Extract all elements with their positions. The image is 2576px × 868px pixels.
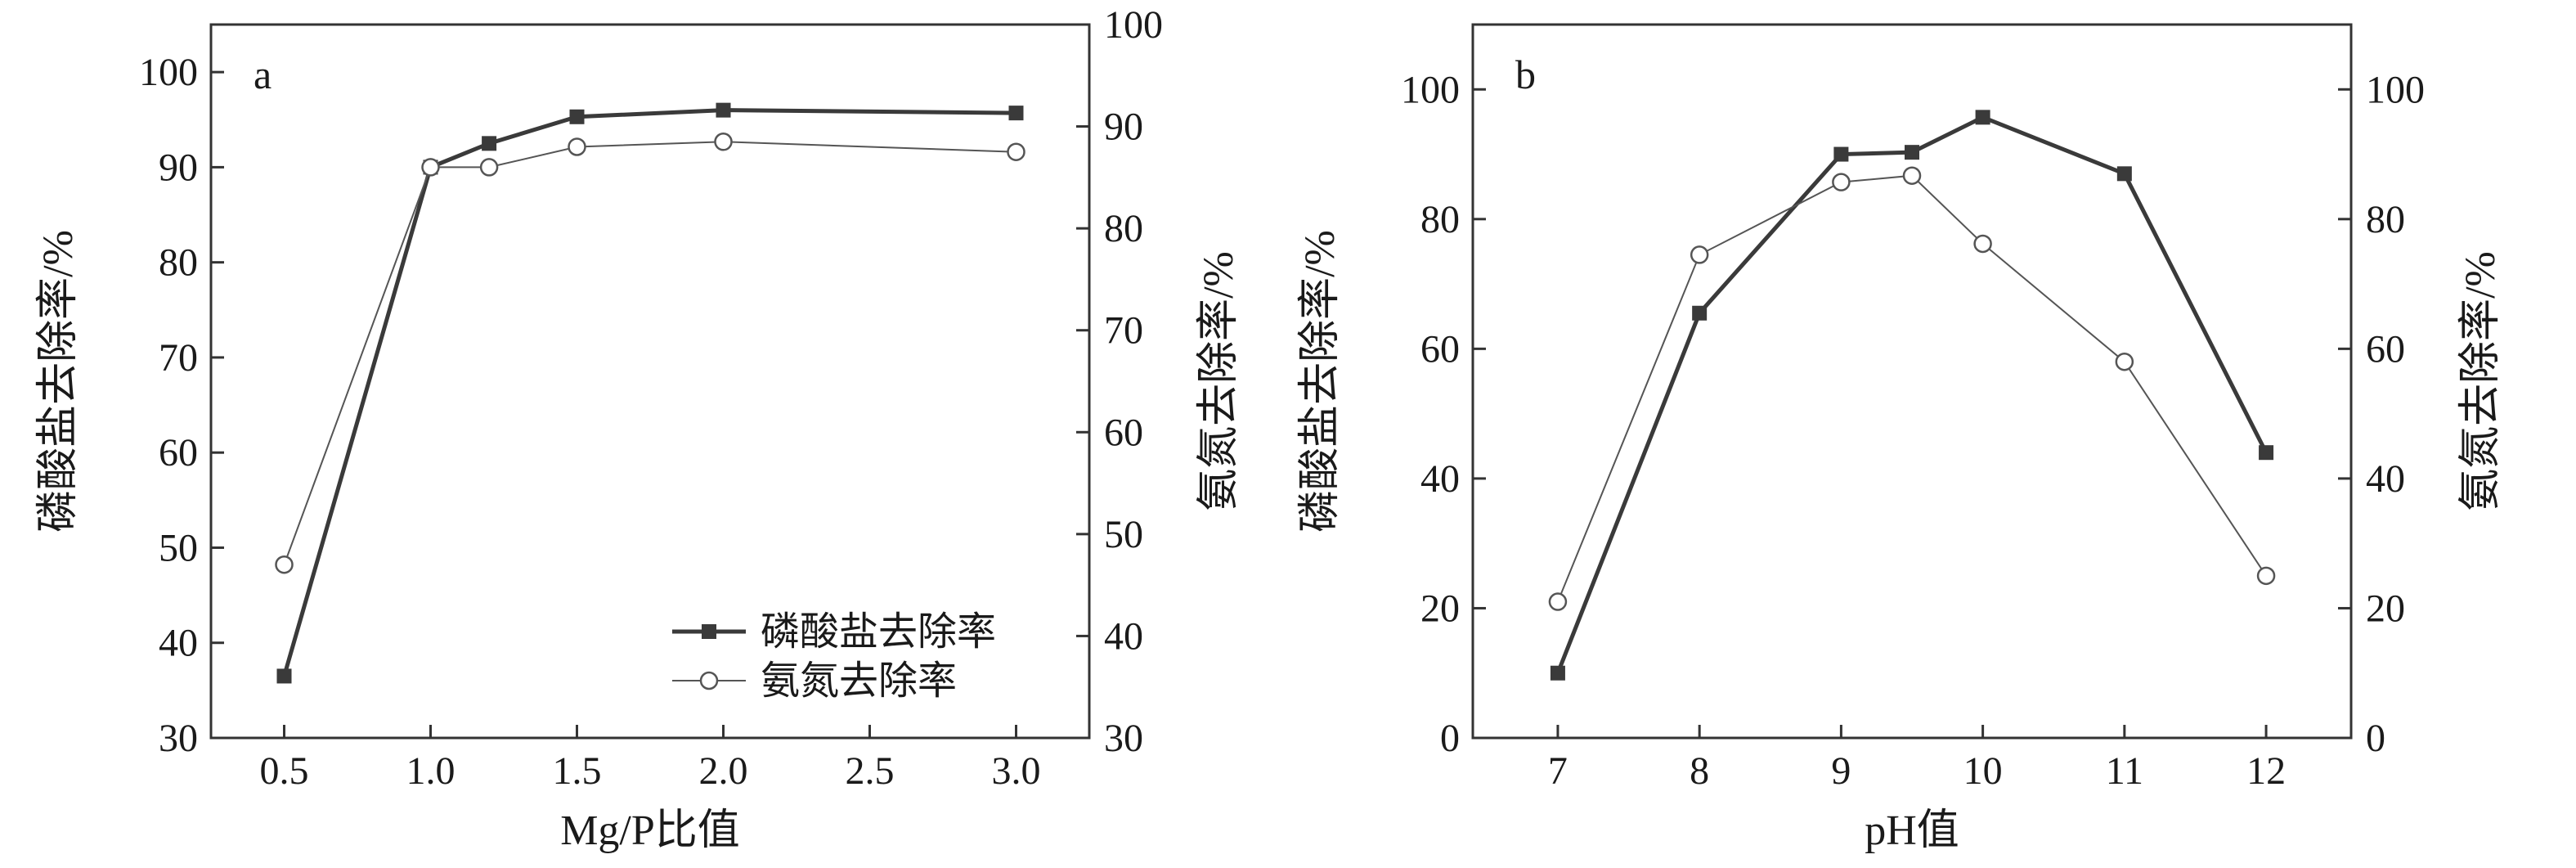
panel-a-x-tick-label: 2.0 (699, 749, 748, 793)
panel-a-y2-tick-label: 40 (1104, 614, 1143, 658)
panel-b-series-0-point (1833, 146, 1849, 162)
panel-b-y2-tick-label: 40 (2366, 457, 2405, 501)
panel-b-y2-tick-label: 20 (2366, 587, 2405, 630)
panel-a-y-tick-label: 30 (159, 717, 198, 760)
panel-b-series-1-point (2256, 566, 2276, 586)
panel-a-x-tick-label: 0.5 (260, 749, 309, 793)
panel-b-y2-tick-label: 0 (2366, 717, 2385, 760)
panel-a-y-tick-label: 50 (159, 526, 198, 569)
panel-b-y2-tick-label: 100 (2366, 68, 2425, 111)
panel-a-series-1-point (714, 133, 733, 151)
panel-b-series-1-point (1548, 592, 1568, 611)
panel-a-y2-tick-label: 90 (1104, 106, 1143, 149)
panel-a-series-0-point (716, 102, 731, 118)
panel-a-legend-label-1: 氨氮去除率 (761, 659, 957, 703)
panel-b-series-0-line (1555, 115, 2269, 674)
panel-b-x-tick-label: 12 (2246, 749, 2286, 793)
panel-a-x-tick-label: 2.5 (846, 749, 895, 793)
panel-a-series-1-point (1007, 142, 1025, 161)
panel-b-series-1-point (1902, 166, 1922, 185)
panel-b-y-tick-label: 0 (1440, 717, 1460, 760)
panel-b-series-0-point (1905, 145, 1919, 160)
panel-b-y2-tick-label: 60 (2366, 327, 2405, 371)
panel-b-series-1-point (2115, 352, 2134, 371)
panel-a-y-tick-label: 40 (159, 622, 198, 665)
panel-b-y2-axis-title: 氨氮去除率/% (2457, 251, 2504, 511)
panel-a-plot-frame (209, 23, 1091, 740)
panel-b-x-tick-label: 9 (1831, 749, 1851, 793)
panel-a-y2-tick-label: 80 (1104, 207, 1143, 250)
panel-a-y2-tick-label: 60 (1104, 411, 1143, 454)
panel-a-series-1-point (275, 555, 294, 574)
panel-b-series-0-point (2259, 445, 2274, 461)
panel-a-x-tick-label: 1.0 (406, 749, 456, 793)
panel-b-panel-letter: b (1515, 52, 1536, 97)
panel-a-y2-tick-label: 30 (1104, 717, 1143, 760)
panel-b-series-0-point (1550, 665, 1565, 681)
panel-a-x-tick-label: 1.5 (553, 749, 602, 793)
panel-b-series-1-point (1690, 245, 1709, 264)
panel-a-series-1-point (479, 158, 499, 177)
panel-a-series-0-point (569, 109, 585, 124)
panel-a-x-axis-title: Mg/P比值 (560, 807, 740, 854)
panel-a-series-1-point (421, 158, 440, 177)
panel-b-x-tick-label: 11 (2106, 749, 2143, 793)
panel-b-y-tick-label: 80 (1420, 198, 1460, 241)
panel-a-y-axis-title: 磷酸盐去除率/% (35, 230, 82, 533)
panel-b-series-1-point (1832, 173, 1851, 191)
panel-b-x-tick-label: 7 (1548, 749, 1568, 793)
panel-a-y2-tick-label: 70 (1104, 309, 1143, 353)
panel-b-y-tick-label: 20 (1420, 587, 1460, 630)
panel-b-series-1-point (1973, 234, 1992, 254)
panel-b-y2-tick-label: 80 (2366, 198, 2405, 241)
panel-b-series-0-point (1975, 110, 1990, 125)
panel-a-legend-marker-1 (699, 671, 719, 690)
panel-b-x-tick-label: 8 (1690, 749, 1709, 793)
panel-a-series-1-point (568, 137, 586, 156)
panel-a-legend-label-0: 磷酸盐去除率 (761, 610, 996, 654)
panel-a-y-tick-label: 90 (159, 146, 198, 189)
panel-b-x-tick-label: 10 (1963, 749, 2003, 793)
panel-a-y2-tick-label: 100 (1104, 3, 1163, 47)
panel-b-x-axis-title: pH值 (1865, 807, 1959, 854)
panel-a-y-tick-label: 80 (159, 241, 198, 285)
panel-b-y-tick-label: 60 (1420, 327, 1460, 371)
panel-a-x-tick-label: 3.0 (992, 749, 1041, 793)
panel-b-series-0-point (2116, 166, 2132, 182)
panel-a-series-0-line (282, 108, 1016, 677)
panel-b-series-0-point (1692, 305, 1708, 321)
panel-b-y-axis-title: 磷酸盐去除率/% (1297, 230, 1344, 533)
panel-b-y-tick-label: 100 (1401, 68, 1460, 111)
panel-a-series-1-line (283, 141, 1016, 565)
panel-a-series-0-point (276, 668, 292, 684)
panel-a-y2-tick-label: 50 (1104, 513, 1143, 556)
panel-b-y-tick-label: 40 (1420, 457, 1460, 501)
panel-a-legend-marker-0 (702, 624, 716, 639)
panel-a-panel-letter: a (254, 52, 272, 97)
panel-a-series-0-point (482, 136, 497, 151)
panel-b-plot-frame (1471, 23, 2353, 740)
panel-a-y-tick-label: 70 (159, 336, 198, 380)
panel-a-series-0-point (1008, 106, 1024, 121)
panel-a-y2-axis-title: 氨氮去除率/% (1196, 251, 1242, 511)
panel-a-y-tick-label: 100 (139, 51, 198, 94)
panel-a-y-tick-label: 60 (159, 431, 198, 474)
